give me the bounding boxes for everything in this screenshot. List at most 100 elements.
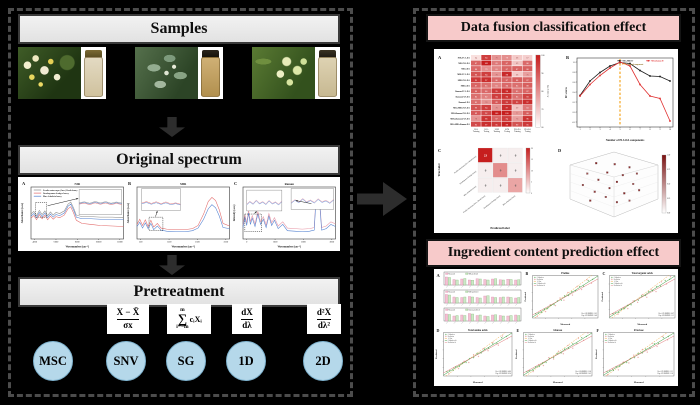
svg-text:85: 85 — [516, 91, 519, 93]
svg-text:NIR+MIR+Raman-DA: NIR+MIR+Raman-DA — [450, 123, 470, 126]
svg-text:Testing: Testing — [504, 130, 510, 133]
svg-text:Optimal component: Optimal component — [627, 64, 643, 66]
svg-text:B: B — [566, 55, 569, 60]
plsda-components-chart: B 1.0 0.8 0.6 0.4 0.2 0.0 -0.2 1 2 3 4 5 6 7 8 9 10 NIR+MI… — [565, 55, 674, 142]
svg-text:88: 88 — [526, 85, 529, 87]
svg-text:Prediction: Prediction — [614, 279, 621, 281]
svg-text:85: 85 — [516, 85, 519, 87]
svg-text:87: 87 — [526, 80, 529, 82]
svg-text:Evodia rutaecarpa (Juss.) Bent: Evodia rutaecarpa (Juss.) Benth honey — [43, 189, 78, 192]
svg-text:R² scores: R² scores — [565, 86, 568, 98]
svg-text:0.75: 0.75 — [667, 169, 670, 171]
svg-text:0.6: 0.6 — [573, 82, 577, 84]
samples-header: Samples — [18, 14, 340, 44]
svg-text:94: 94 — [485, 74, 488, 76]
prediction-header: Ingredient content prediction effect — [426, 239, 681, 267]
svg-text:77: 77 — [516, 113, 519, 115]
svg-text:78: 78 — [485, 102, 488, 104]
svg-text:64: 64 — [475, 58, 478, 60]
svg-text:3000: 3000 — [330, 241, 335, 243]
svg-text:0.0: 0.0 — [573, 112, 577, 114]
svg-text:87: 87 — [506, 80, 509, 82]
svg-text:9: 9 — [500, 169, 502, 173]
svg-text:Prediction: Prediction — [537, 279, 544, 281]
svg-text:Calibration fit: Calibration fit — [528, 339, 537, 342]
accuracy-heatmap-chart: A 64 94 78 79 68 67 NIR-PCA-DA 87 100 83 87 69 86 NIR-… — [438, 55, 549, 133]
svg-text:92: 92 — [475, 124, 477, 126]
svg-text:0.50: 0.50 — [667, 184, 670, 186]
svg-text:97: 97 — [485, 124, 488, 126]
svg-text:A: A — [438, 55, 442, 60]
svg-text:81: 81 — [495, 85, 497, 87]
svg-text:76: 76 — [516, 119, 519, 121]
svg-text:85: 85 — [485, 85, 488, 87]
svg-text:LDA: LDA — [485, 128, 490, 131]
svg-text:Calibration: Calibration — [537, 277, 544, 279]
svg-text:0: 0 — [515, 154, 517, 158]
svg-text:88: 88 — [475, 91, 478, 93]
svg-text:A: A — [437, 273, 441, 278]
svg-text:C: C — [234, 181, 237, 186]
svg-text:100: 100 — [541, 55, 544, 57]
svg-text:87: 87 — [475, 85, 478, 87]
svg-text:78: 78 — [495, 58, 498, 60]
down-arrow-icon — [159, 117, 185, 137]
svg-text:C: C — [438, 148, 441, 153]
method-circle-msc: MSC — [33, 341, 73, 381]
svg-text:Prediction: Prediction — [528, 336, 535, 338]
sample-item — [18, 47, 106, 99]
honey-jar — [315, 47, 340, 99]
svg-text:0: 0 — [485, 184, 487, 188]
svg-text:96: 96 — [485, 119, 488, 121]
svg-text:E: E — [517, 328, 520, 333]
snv-formula: X − X̄ σx — [107, 304, 149, 334]
svg-text:Predicted label: Predicted label — [490, 226, 509, 230]
svg-text:68: 68 — [516, 58, 519, 60]
svg-text:1500: 1500 — [167, 241, 172, 243]
svg-text:F: F — [597, 328, 600, 333]
prediction-figure: A Measured NIR predicted Measured MIR predic… — [434, 269, 678, 386]
svg-text:Training: Training — [473, 130, 479, 133]
svg-text:Blue elsholtzia honey: Blue elsholtzia honey — [43, 196, 63, 198]
svg-text:1:1 line: 1:1 line — [528, 338, 533, 340]
svg-text:MIR-PLS-DA: MIR-PLS-DA — [458, 79, 471, 82]
svg-text:93: 93 — [526, 97, 529, 99]
svg-text:Glucose: Glucose — [553, 329, 563, 332]
svg-text:10: 10 — [531, 170, 533, 172]
svg-text:79: 79 — [485, 69, 487, 71]
svg-text:87: 87 — [526, 91, 529, 93]
svg-text:7: 7 — [639, 129, 641, 131]
plant-photo — [135, 47, 198, 99]
svg-text:68: 68 — [516, 74, 519, 76]
original-spectra-panel: A NIR Evodia rutaecarpa (Juss.) Benth hone… — [18, 177, 340, 251]
svg-text:Measured: Measured — [448, 309, 455, 311]
first-derivative-formula: dX dλ — [232, 304, 262, 334]
svg-text:9: 9 — [659, 129, 660, 131]
svg-text:6: 6 — [515, 184, 517, 188]
svg-text:R²c=0.96 RMSEC=48.6: R²c=0.96 RMSEC=48.6 — [496, 371, 512, 373]
amino-acids-scatter-chart: D Total amino acids CalibrationPrediction1… — [436, 328, 513, 384]
svg-text:SVM: SVM — [495, 129, 499, 131]
svg-text:R²c=0.95 RMSEC=1.21: R²c=0.95 RMSEC=1.21 — [658, 371, 674, 373]
classification-header: Data fusion classification effect — [426, 14, 681, 42]
svg-text:2: 2 — [589, 129, 590, 131]
svg-text:88: 88 — [526, 69, 529, 71]
svg-text:NIR+Raman R²: NIR+Raman R² — [651, 60, 664, 63]
svg-text:Raman: Raman — [285, 182, 295, 186]
method-circle-snv: SNV — [106, 341, 146, 381]
svg-text:93: 93 — [516, 102, 519, 104]
svg-text:Raman-PLS-DA: Raman-PLS-DA — [456, 95, 471, 98]
svg-text:67: 67 — [526, 58, 529, 60]
svg-text:D: D — [437, 328, 440, 333]
svg-text:86: 86 — [475, 69, 478, 71]
svg-text:90: 90 — [475, 74, 478, 76]
svg-text:Calibration fit: Calibration fit — [608, 339, 617, 342]
nir-spectrum-chart: A NIR Evodia rutaecarpa (Juss.) Benth hone… — [21, 181, 124, 248]
svg-text:15: 15 — [531, 159, 533, 161]
svg-text:Intensity (a.u.): Intensity (a.u.) — [233, 205, 236, 222]
svg-text:0: 0 — [500, 184, 502, 188]
svg-text:0.4: 0.4 — [573, 92, 577, 94]
svg-text:Raman-LDA: Raman-LDA — [459, 101, 471, 104]
organic-acids-scatter-chart: C Total organic acidsCalibrationPredictio… — [602, 271, 676, 326]
